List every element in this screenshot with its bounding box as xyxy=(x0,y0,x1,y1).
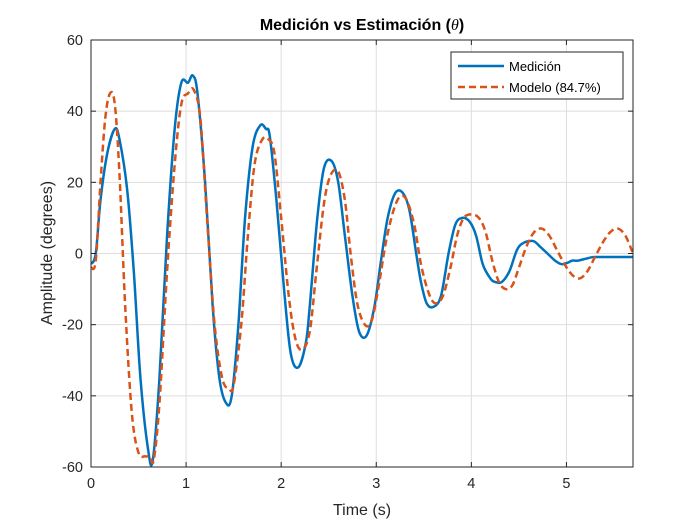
chart-title-end: ) xyxy=(459,17,464,34)
legend-box xyxy=(450,51,624,100)
x-tick-label: 5 xyxy=(562,476,570,492)
legend-label-medicion: Medición xyxy=(509,59,561,74)
y-tick-label: -20 xyxy=(62,318,83,334)
series-line-modelo xyxy=(91,87,633,465)
y-tick-label: 0 xyxy=(75,247,83,263)
y-tick-label: 40 xyxy=(67,104,83,120)
x-tick-label: 1 xyxy=(182,476,190,492)
series-layer xyxy=(91,74,633,467)
y-tick-label: -40 xyxy=(62,389,83,405)
x-tick-label: 2 xyxy=(277,476,285,492)
tick-labels: 0 1 2 3 4 5 -60 -40 -20 0 20 40 60 xyxy=(62,33,570,492)
chart-title: Medición vs Estimación (θ) xyxy=(260,17,464,34)
x-axis-label: Time (s) xyxy=(333,502,391,519)
tick-marks xyxy=(90,39,633,468)
y-tick-label: 60 xyxy=(67,33,83,49)
x-tick-label: 0 xyxy=(87,476,95,492)
y-axis-label: Amplitude (degrees) xyxy=(39,181,56,325)
chart-title-main: Medición vs Estimación ( xyxy=(260,17,452,34)
x-tick-label: 4 xyxy=(467,476,475,492)
series-line-medicion xyxy=(91,74,633,467)
y-tick-label: 20 xyxy=(67,175,83,191)
legend-label-modelo: Modelo (84.7%) xyxy=(509,80,601,95)
legend: Medición Modelo (84.7%) xyxy=(450,51,624,100)
y-tick-label: -60 xyxy=(62,460,83,476)
x-tick-label: 3 xyxy=(372,476,380,492)
chart-title-symbol: θ xyxy=(451,17,459,34)
